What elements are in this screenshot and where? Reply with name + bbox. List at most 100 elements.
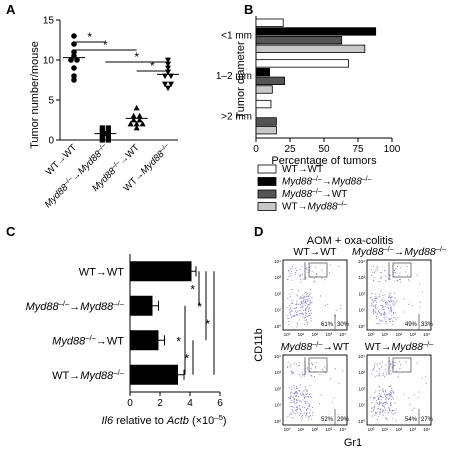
panel-d-event [388,394,390,396]
panel-d-event [394,280,396,282]
panel-d-event [393,321,395,323]
panel-d-event [328,272,331,274]
panel-d-event [416,275,418,277]
panel-d-event [397,316,399,318]
panel-d-event [308,404,311,407]
panel-b-x-tick-label: 0 [253,144,259,155]
panel-d-event [377,407,379,409]
panel-d-event [305,409,308,411]
panel-d-event [306,294,308,296]
panel-d-event [392,300,394,302]
panel-d-event [395,420,397,422]
panel-c-sig-star: * [205,317,210,331]
panel-d-event [299,297,301,299]
panel-a-point [168,73,174,80]
panel-d-event [388,301,391,303]
panel-d-plot-frame [282,259,348,331]
panel-a-point [71,41,77,47]
panel-d-event [309,415,311,417]
panel-b-legend-label: WT→Myd88–/–​ [282,201,347,213]
panel-d-event [298,275,300,277]
panel-d-event [292,372,294,374]
panel-a-point [71,33,77,39]
panel-d-event [286,278,288,280]
panel-a-point [130,112,137,119]
panel-d-event [374,366,376,368]
panel-d-event [305,393,307,395]
panel-d-event [373,368,375,370]
panel-d-event [389,395,391,397]
panel-d-event [386,393,388,396]
panel-d-event [295,395,297,397]
panel-d-event [381,319,383,321]
panel-d-event [396,280,398,282]
panel-d-event [310,317,312,319]
panel-d-event [411,305,413,307]
panel-d-event [376,297,378,299]
panel-d-event [310,312,313,314]
panel-a-point [130,116,137,123]
panel-d-event [289,392,291,394]
panel-d-event [295,392,298,394]
panel-d-event [306,299,308,301]
panel-d-event [377,398,379,401]
panel-d-event [309,294,311,296]
panel-d-event [384,294,386,296]
panel-d-event [306,393,308,396]
panel-d-event [298,408,300,410]
panel-d-event [298,405,300,407]
panel-d-event [311,418,313,420]
panel-d-event [378,310,380,312]
panel-d-event [389,396,391,398]
panel-d-event [380,305,382,307]
panel-d-x-tick-label: 10¹ [382,332,389,337]
panel-d-event [379,313,381,315]
panel-d-event [393,312,395,314]
panel-d-event [296,402,298,404]
panel-d-event [293,398,295,400]
panel-d-event [300,306,302,309]
panel-d-event [392,313,394,315]
panel-d-x-tick-label: 10² [396,427,403,432]
panel-d-event [422,291,424,293]
panel-d-event [374,304,376,307]
panel-d-event [389,297,391,299]
panel-d-event [302,417,304,419]
panel-d-event [314,367,316,369]
panel-c-chart: 0 2 4 6 WT→WT Myd88–/–​→Myd88–/–​ Myd88–/–​→W… [26,254,227,427]
panel-d-event [386,402,388,404]
panel-d-event [378,411,380,413]
panel-d-event [291,391,293,393]
panel-d-event [314,281,316,283]
panel-d-event [291,408,293,410]
panel-d-event [298,319,301,321]
panel-b-legend-label: Myd88–/–​→WT [282,189,347,201]
panel-d-event [306,368,309,370]
panel-d-event [385,401,387,404]
panel-d-percent-right: 33% [421,322,434,328]
panel-d-event [384,275,386,277]
panel-c-sig-star: * [176,334,181,348]
panel-d-event [394,412,396,414]
panel-d-event [385,323,387,325]
panel-d-x-tick-label: 10¹ [298,427,305,432]
panel-d-x-tick-label: 10⁰ [368,427,375,432]
panel-d-event [300,296,302,298]
panel-d-event [303,390,305,392]
panel-d-event [378,404,380,406]
panel-d-event [304,406,306,408]
panel-d-event [291,399,293,401]
panel-d-event [379,320,381,322]
panel-d-event [379,393,381,395]
panel-d-event [395,362,397,364]
panel-d-event [374,391,376,394]
panel-d-percent-left: 54% [405,417,418,423]
panel-d-event [300,394,303,396]
panel-d-x-tick-label: 10² [312,427,319,432]
panel-d-event [308,416,310,418]
panel-d-y-tick-label: 10⁴ [274,354,281,359]
panel-d-event [312,406,314,409]
panel-d-event [389,393,392,396]
panel-c-x-tick-label: 4 [187,398,193,409]
